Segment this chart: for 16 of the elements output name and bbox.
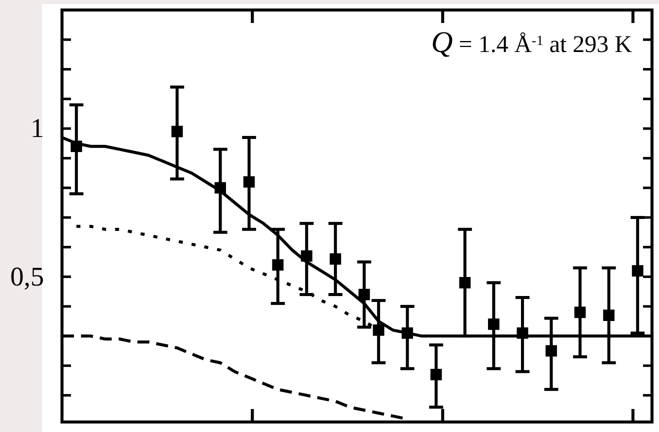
point (603, 310, 615, 321)
annotation: Q = 1.4 Å$^{-1}$ at 293 K (431, 26, 633, 59)
point (430, 368, 442, 380)
point (488, 318, 500, 330)
point (459, 276, 471, 288)
point (574, 306, 586, 318)
point (546, 345, 557, 357)
point (171, 126, 183, 138)
point (243, 176, 255, 188)
point (330, 253, 342, 265)
point (632, 265, 644, 277)
point (272, 259, 284, 271)
y-tick-label: 0,5 (10, 261, 44, 292)
point (358, 288, 370, 300)
point (372, 324, 384, 336)
y-tick-label: 1 (30, 113, 44, 144)
